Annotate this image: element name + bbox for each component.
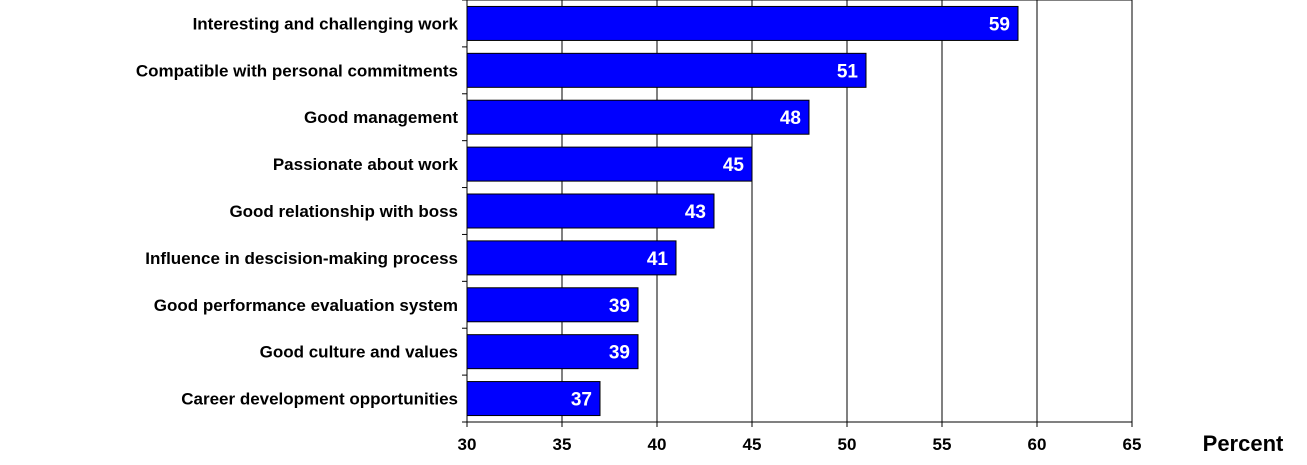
labels: 59 Interesting and challenging work 51 Comp… [136,14,1142,454]
x-axis-title: Percent [1203,431,1284,456]
category-label: Compatible with personal commitments [136,61,458,80]
bar [466,5,1019,41]
bar [466,99,810,135]
data-label: 51 [837,61,859,82]
x-tick-label: 60 [1028,435,1047,454]
data-label: 37 [571,390,592,411]
bar [466,287,639,323]
category-label: Good management [304,108,458,127]
category-label: Influence in descision-making process [145,249,458,268]
x-tick-label: 35 [553,435,572,454]
bar [466,334,639,370]
data-label: 48 [780,108,801,129]
bar [466,240,677,276]
data-label: 41 [647,249,669,270]
bar [466,381,601,417]
bar [466,193,715,229]
axes [462,0,1133,427]
category-label: Career development opportunities [181,390,458,409]
category-label: Good culture and values [260,343,458,362]
data-label: 39 [609,343,630,364]
bar [466,146,753,182]
category-label: Good performance evaluation system [154,296,458,315]
data-label: 39 [609,296,630,317]
category-label: Interesting and challenging work [193,14,459,33]
x-tick-label: 30 [458,435,477,454]
data-label: 45 [723,155,745,176]
category-label: Passionate about work [273,155,459,174]
x-tick-label: 55 [933,435,952,454]
data-label: 59 [989,14,1010,35]
data-label: 43 [685,202,706,223]
x-tick-label: 50 [838,435,857,454]
x-tick-label: 40 [648,435,667,454]
category-label: Good relationship with boss [229,202,458,221]
x-tick-label: 45 [743,435,762,454]
bars [466,5,1019,417]
bar [466,52,867,88]
x-tick-label: 65 [1123,435,1142,454]
